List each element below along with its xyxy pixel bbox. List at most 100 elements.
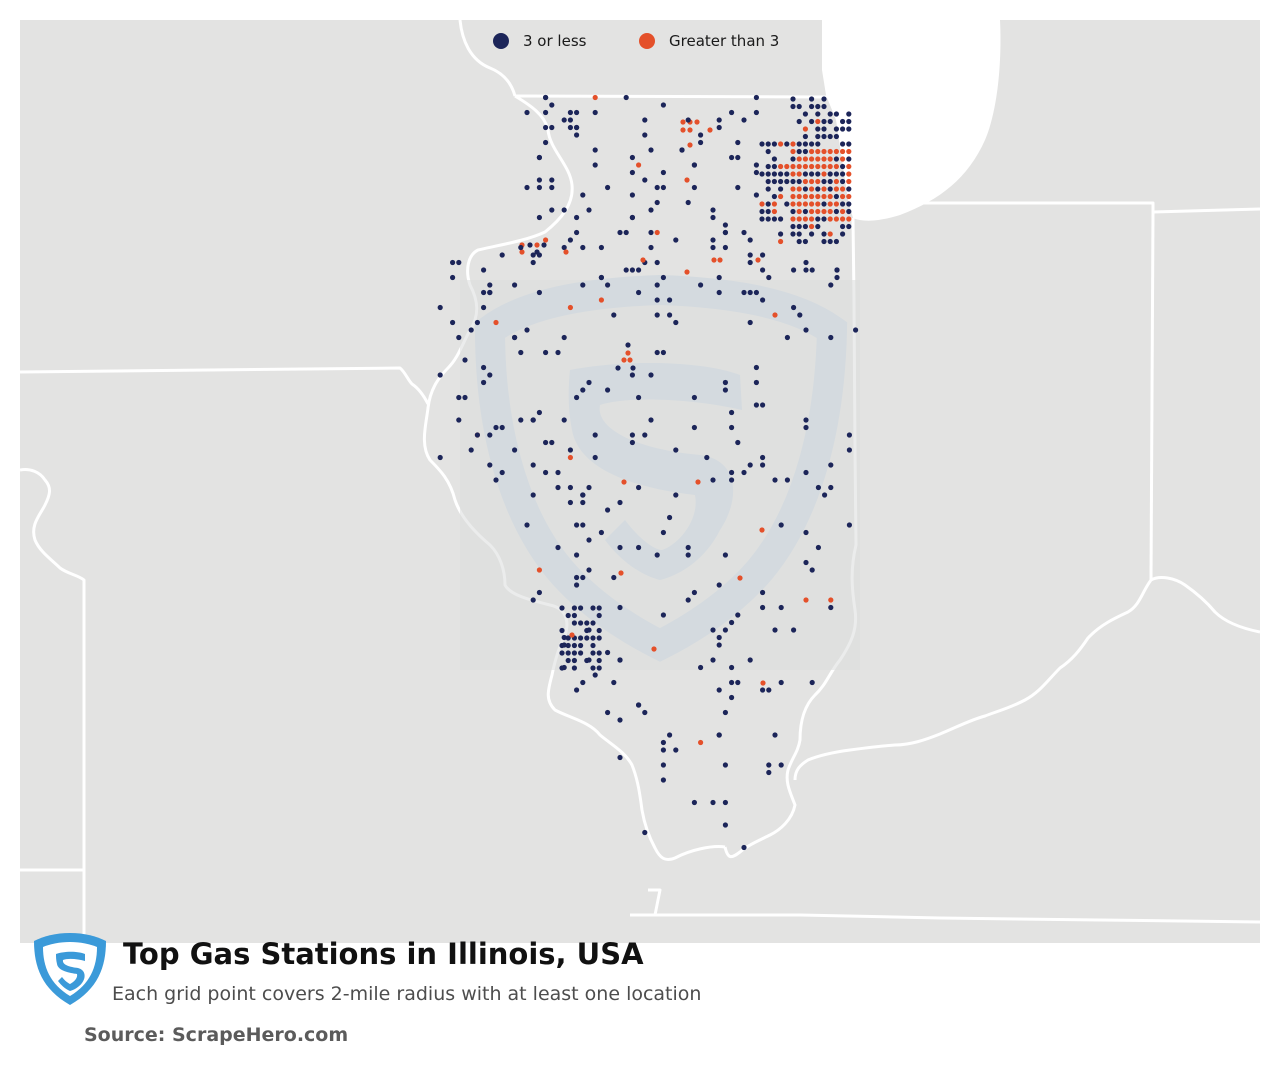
grid-point-low (536, 184, 543, 191)
grid-point-high (707, 127, 713, 133)
grid-point-low (766, 769, 772, 776)
grid-point-low (828, 282, 834, 288)
grid-point-low (759, 141, 765, 147)
grid-point-high (846, 178, 852, 185)
grid-point-low (791, 304, 797, 311)
grid-point-low (590, 620, 596, 626)
grid-point-low (729, 477, 735, 483)
grid-point-low (574, 522, 580, 528)
grid-point-low (803, 327, 809, 333)
grid-point-low (456, 334, 462, 341)
grid-point-low (834, 274, 840, 281)
grid-point-low (536, 154, 543, 161)
grid-point-low (821, 126, 827, 132)
grid-point-low (827, 118, 833, 125)
grid-point-low (722, 709, 729, 716)
grid-point-low (771, 156, 778, 162)
grid-point-low (654, 312, 660, 318)
grid-point-low (802, 186, 809, 192)
grid-point-low (468, 447, 474, 453)
grid-point-low (673, 319, 679, 326)
grid-point-low (596, 665, 602, 671)
grid-point-low (654, 349, 660, 356)
grid-point-low (592, 454, 598, 461)
grid-point-low (555, 544, 561, 551)
grid-point-high (827, 231, 833, 237)
grid-point-high (821, 163, 827, 170)
grid-point-high (760, 680, 766, 686)
grid-point-low (574, 552, 580, 558)
grid-point-low (511, 447, 518, 453)
grid-point-low (815, 103, 821, 110)
grid-point-low (565, 657, 571, 664)
grid-point-high (680, 127, 686, 133)
grid-point-high (759, 527, 765, 533)
map-area (20, 20, 1260, 943)
grid-point-low (660, 777, 667, 783)
grid-point-low (698, 282, 704, 288)
grid-point-low (437, 304, 443, 311)
grid-point-high (796, 216, 802, 222)
grid-point-low (617, 544, 623, 551)
grid-point-low (493, 424, 499, 431)
grid-point-low (784, 477, 791, 483)
grid-point-high (827, 216, 833, 222)
grid-point-low (530, 462, 536, 468)
grid-point-high (493, 319, 499, 326)
grid-point-high (833, 201, 840, 207)
grid-point-low (710, 244, 716, 251)
grid-point-low (654, 199, 660, 206)
grid-point-high (640, 257, 646, 263)
legend-item-greater-than-3: Greater than 3 (639, 32, 779, 50)
grid-point-high (796, 208, 802, 215)
grid-point-low (710, 799, 716, 806)
grid-point-low (802, 133, 809, 140)
grid-point-low (809, 118, 815, 125)
grid-point-high (827, 163, 833, 170)
grid-point-low (765, 208, 771, 215)
state-borders (20, 20, 1260, 940)
grid-point-low (571, 665, 578, 671)
grid-point-low (567, 117, 574, 123)
grid-point-low (685, 199, 691, 206)
grid-point-low (747, 657, 753, 663)
grid-point-high (809, 201, 815, 207)
grid-point-low (648, 244, 654, 251)
grid-point-low (765, 148, 771, 155)
grid-point-low (685, 117, 691, 123)
grid-point-low (565, 650, 571, 656)
grid-point-low (543, 139, 549, 146)
grid-point-low (797, 312, 803, 318)
grid-point-high (771, 201, 778, 207)
grid-point-high (827, 148, 833, 155)
grid-point-low (840, 118, 846, 125)
grid-point-low (753, 289, 760, 296)
grid-point-high (828, 597, 834, 603)
grid-point-low (642, 432, 648, 438)
grid-point-low (722, 799, 729, 806)
grid-point-low (716, 274, 722, 281)
grid-point-low (487, 282, 493, 288)
grid-point-low (846, 141, 852, 147)
grid-point-high (627, 357, 633, 363)
grid-point-low (710, 657, 716, 663)
grid-point-high (833, 163, 840, 170)
grid-point-high (833, 186, 840, 192)
grid-point-low (771, 171, 778, 177)
grid-point-low (784, 334, 791, 341)
grid-point-low (549, 184, 555, 191)
grid-point-low (771, 141, 778, 147)
grid-point-low (833, 208, 840, 215)
grid-point-low (592, 432, 598, 438)
grid-point-high (687, 127, 693, 133)
grid-point-low (747, 462, 753, 468)
grid-point-high (846, 148, 852, 155)
grid-point-high (618, 570, 624, 576)
grid-point-low (549, 207, 555, 213)
grid-point-low (565, 635, 571, 641)
grid-point-low (580, 492, 586, 498)
grid-point-low (555, 349, 561, 356)
grid-point-low (840, 141, 846, 147)
grid-point-low (660, 169, 667, 176)
lake-michigan (822, 20, 1001, 221)
